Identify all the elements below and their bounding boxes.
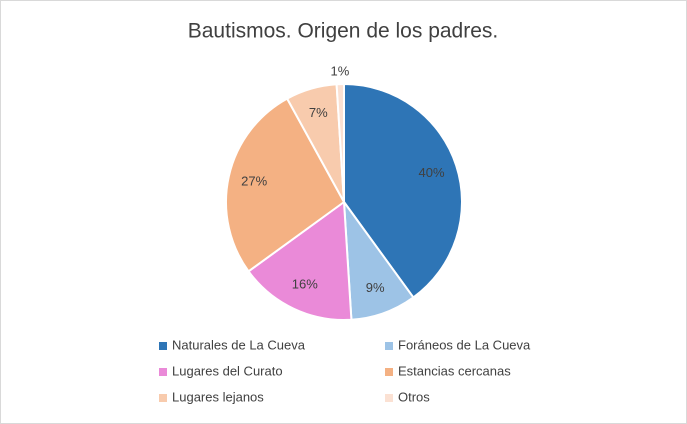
legend-marker [159,368,167,376]
legend-marker [385,394,393,402]
legend-label: Lugares lejanos [172,389,264,404]
pie-slice [247,200,353,321]
data-label: 16% [292,277,318,292]
chart-title: Bautismos. Origen de los padres. [188,20,499,43]
data-label: 27% [241,173,267,188]
legend-label: Otros [398,389,430,404]
data-label: 9% [366,280,385,295]
legend-marker [159,394,167,402]
pie-slice [343,82,463,299]
legend-label: Lugares del Curato [172,363,283,378]
data-label: 40% [419,165,445,180]
pie-slice [335,82,345,203]
legend-marker [385,342,393,350]
legend-marker [385,368,393,376]
legend-label: Foráneos de La Cueva [398,337,531,352]
pie-slice [225,97,346,273]
data-label: 7% [309,105,328,120]
legend-label: Estancias cercanas [398,363,511,378]
legend-marker [159,342,167,350]
data-label: 1% [331,64,350,79]
legend-label: Naturales de La Cueva [172,337,306,352]
